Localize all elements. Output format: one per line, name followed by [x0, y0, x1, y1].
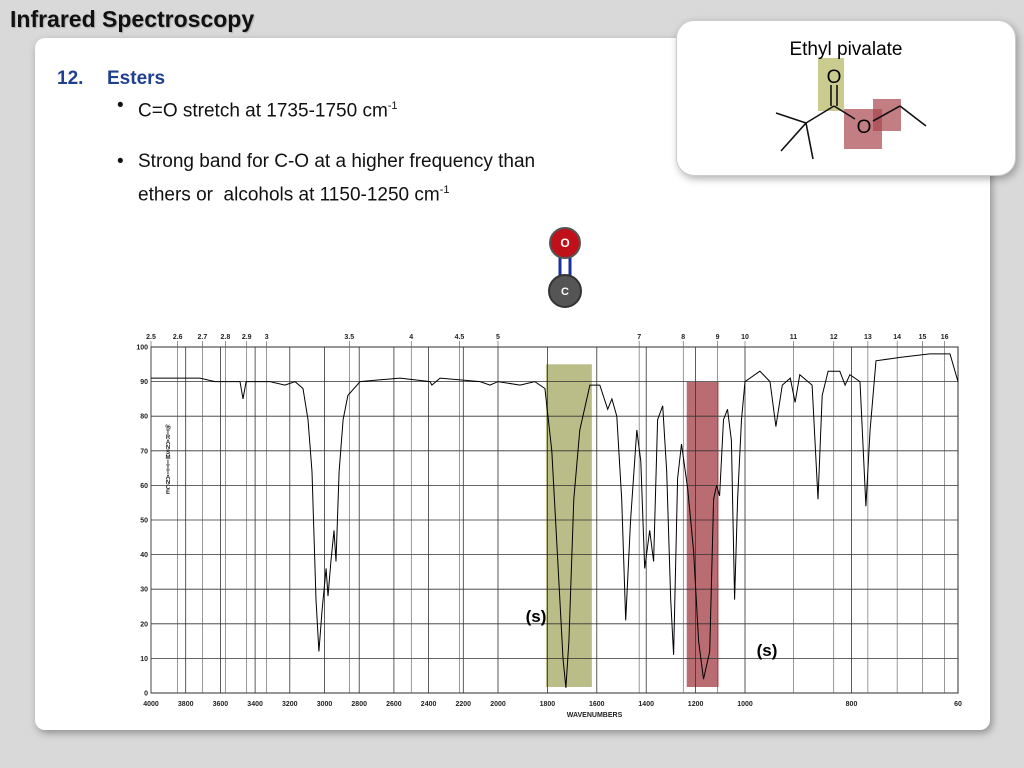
x2-tick-label: 10	[741, 334, 749, 341]
y-tick-label: 90	[140, 379, 148, 386]
x-tick-label: 3800	[178, 701, 194, 708]
molecule: Ethyl pivalate O O	[775, 39, 927, 160]
bullet-line: ethers or alcohols at 1150-1250 cm	[138, 184, 440, 206]
x2-tick-label: 2.7	[198, 334, 208, 341]
x-tick-label: 2600	[386, 701, 402, 708]
superscript: -1	[439, 184, 450, 196]
section-title: Esters	[107, 68, 166, 89]
x2-tick-label: 14	[893, 334, 901, 341]
atom-label: O	[560, 236, 569, 250]
bullet: Strong band for C-O at a higher frequenc…	[117, 148, 536, 209]
section-number: 12.	[57, 68, 84, 89]
x-tick-label: 3000	[317, 701, 333, 708]
x-tick-label: 1400	[638, 701, 654, 708]
x-axis-title: WAVENUMBERS	[567, 712, 623, 719]
x2-tick-label: 15	[919, 334, 927, 341]
x-tick-label: 800	[846, 701, 858, 708]
x-tick-label: 3600	[213, 701, 229, 708]
x-tick-label: 60	[954, 701, 962, 708]
x2-tick-label: 4	[409, 334, 413, 341]
x-tick-label: 4000	[143, 701, 159, 708]
y-tick-label: 30	[140, 587, 148, 594]
bullet-text: C=O stretch at 1735-1750 cm	[138, 100, 388, 122]
annotation: (s)	[526, 607, 547, 626]
bullet: C=O stretch at 1735-1750 cm-1	[117, 92, 398, 125]
y-tick-label: 80	[140, 414, 148, 421]
atom-label: O	[827, 67, 842, 88]
x-tick-label: 3400	[247, 701, 263, 708]
x2-tick-label: 8	[681, 334, 685, 341]
x2-tick-label: 12	[830, 334, 838, 341]
molecule-box: Ethyl pivalate O O	[676, 20, 1016, 176]
x2-tick-label: 16	[941, 334, 949, 341]
x2-tick-label: 3	[265, 334, 269, 341]
section-heading: 12. Esters	[57, 68, 165, 90]
x2-tick-label: 11	[790, 334, 798, 341]
x2-tick-label: 2.8	[220, 334, 230, 341]
x-tick-label: 1800	[540, 701, 556, 708]
x-tick-label: 2800	[351, 701, 367, 708]
x2-tick-label: 2.5	[146, 334, 156, 341]
x-tick-label: 1000	[737, 701, 753, 708]
y-tick-label: 50	[140, 518, 148, 525]
x-tick-label: 2200	[456, 701, 472, 708]
superscript: -1	[387, 100, 398, 112]
spectrum-line	[151, 353, 959, 688]
x2-tick-label: 4.5	[455, 334, 465, 341]
y-axis-title: %TRANSMITTANCE	[165, 425, 171, 495]
slide-title: Infrared Spectroscopy	[10, 6, 255, 32]
x2-tick-label: 13	[864, 334, 872, 341]
x-tick-label: 3200	[282, 701, 298, 708]
y-tick-label: 40	[140, 552, 148, 559]
y-tick-label: 60	[140, 483, 148, 490]
x2-tick-label: 2.9	[242, 334, 252, 341]
y-tick-label: 10	[140, 656, 148, 663]
y-tick-label: 0	[144, 691, 148, 698]
x-tick-label: 2400	[421, 701, 437, 708]
bullet-line: Strong band for C-O at a higher frequenc…	[138, 151, 536, 172]
co-model: O C	[548, 227, 582, 308]
atom-label: C	[561, 286, 569, 298]
x2-tick-label: 5	[496, 334, 500, 341]
x2-tick-label: 3.5	[344, 334, 354, 341]
bonds	[775, 85, 927, 160]
y-tick-label: 100	[136, 345, 148, 352]
x-tick-label: 2000	[490, 701, 506, 708]
y-tick-label: 70	[140, 448, 148, 455]
molecule-name: Ethyl pivalate	[789, 39, 902, 60]
x2-tick-label: 7	[637, 334, 641, 341]
atom-label: O	[857, 117, 872, 138]
highlight-band	[686, 381, 719, 687]
y-tick-label: 20	[140, 621, 148, 628]
x-tick-label: 1600	[589, 701, 605, 708]
x2-tick-label: 9	[716, 334, 720, 341]
x-tick-label: 1200	[688, 701, 704, 708]
annotation: (s)	[757, 641, 778, 660]
highlight	[873, 99, 901, 131]
x2-tick-label: 2.6	[173, 334, 183, 341]
